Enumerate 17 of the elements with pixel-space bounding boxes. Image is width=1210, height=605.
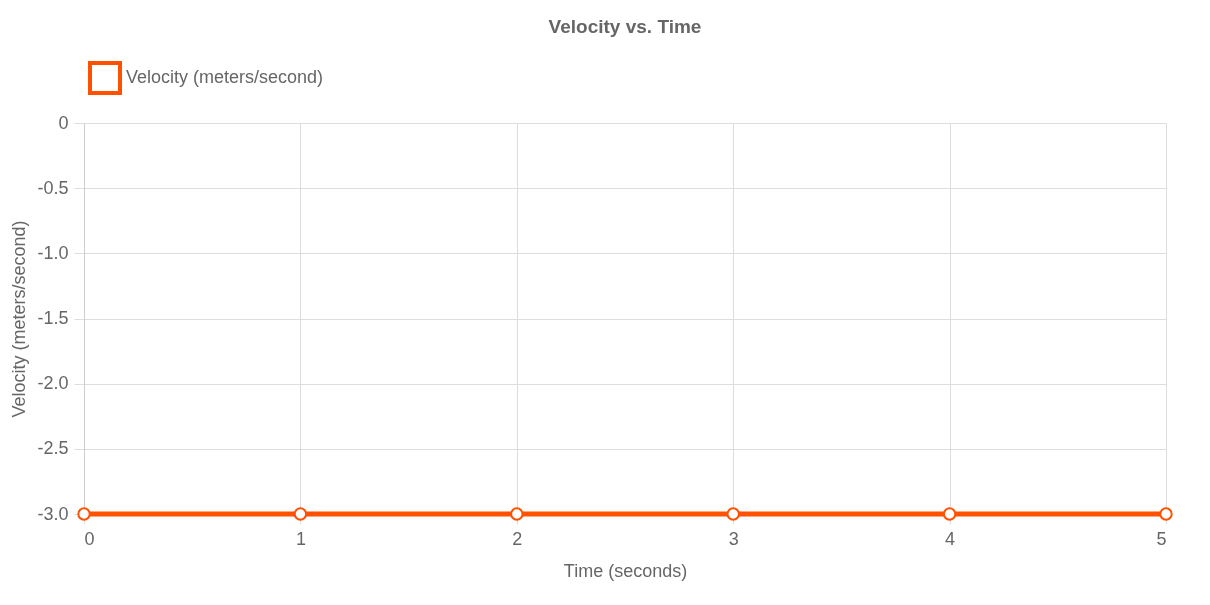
x-tick-label: 4 [945, 528, 956, 549]
chart-title: Velocity vs. Time [548, 16, 702, 37]
y-tick-label: -2.5 [37, 438, 69, 459]
x-tick-label: 0 [84, 528, 95, 549]
y-tick-label: 0 [58, 112, 69, 133]
legend-label: Velocity (meters/second) [126, 67, 324, 87]
y-tick-label: -3.0 [37, 503, 69, 524]
x-tick-label: 3 [728, 528, 739, 549]
x-tick-label: 5 [1156, 528, 1167, 549]
x-axis-title: Time (seconds) [563, 560, 688, 581]
y-tick-label: -1.0 [37, 242, 69, 263]
y-tick-label: -2.0 [37, 373, 69, 394]
x-tick-label: 1 [295, 528, 306, 549]
y-tick-label: -0.5 [37, 177, 69, 198]
y-tick-label: -1.5 [37, 308, 69, 328]
x-tick-label: 2 [512, 528, 523, 549]
y-axis-title: Velocity (meters/second) [9, 220, 30, 418]
